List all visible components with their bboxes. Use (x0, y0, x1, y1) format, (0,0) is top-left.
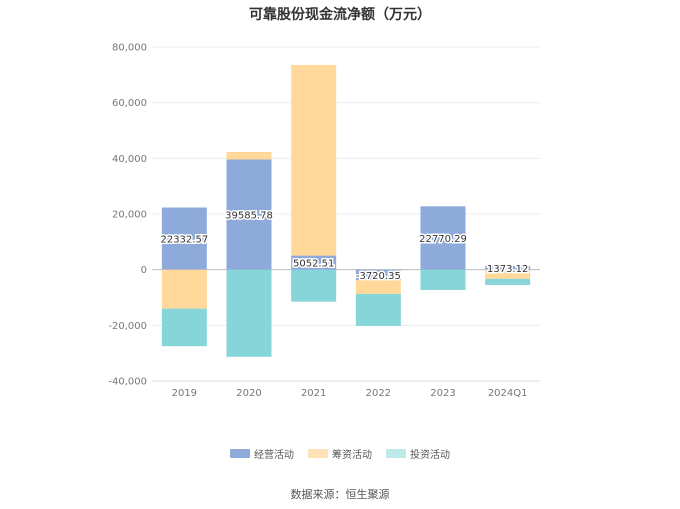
data-label: 22770.29 (419, 234, 467, 245)
bar-operating (420, 206, 466, 270)
legend-item-financing[interactable]: 筹资活动 (308, 446, 372, 461)
x-tick-label: 2021 (301, 388, 326, 399)
data-label: 39585.78 (225, 211, 273, 222)
bar-investing (226, 269, 272, 357)
bar-investing (355, 293, 401, 326)
bar-operating (355, 269, 401, 281)
data-label: 22332.57 (160, 235, 208, 246)
legend-swatch-financing (308, 449, 328, 458)
axis-layer: 80,000 60,000 40,000 20,000 0 -20,000 -40,000 2… (108, 43, 540, 399)
x-tick-label: 2019 (172, 388, 197, 399)
legend-swatch-investing (386, 449, 406, 458)
y-tick-label: 40,000 (112, 154, 147, 165)
bar-financing (291, 64, 337, 256)
bar-operating (485, 265, 531, 270)
legend-label-investing: 投资活动 (410, 450, 450, 461)
legend: 经营活动 筹资活动 投资活动 (0, 446, 680, 461)
bar-investing (161, 308, 207, 347)
bar-investing (420, 269, 466, 290)
legend-label-financing: 筹资活动 (332, 450, 372, 461)
y-tick-label: -20,000 (108, 321, 147, 332)
y-tick-label: -40,000 (108, 377, 147, 388)
bar-financing (355, 280, 401, 294)
legend-item-investing[interactable]: 投资活动 (386, 446, 450, 461)
bar-layer (161, 64, 531, 357)
chart-title: 可靠股份现金流净额（万元） (249, 7, 431, 23)
bar-investing (291, 269, 337, 302)
bar-operating (291, 255, 337, 270)
legend-label-operating: 经营活动 (254, 450, 294, 461)
y-tick-label: 80,000 (112, 43, 147, 54)
x-tick-label: 2023 (430, 388, 455, 399)
x-tick-label: 2024Q1 (488, 388, 528, 399)
bar-financing (161, 269, 207, 309)
legend-item-operating[interactable]: 经营活动 (230, 446, 294, 461)
y-tick-label: 20,000 (112, 210, 147, 221)
data-label-layer: 22332.57 39585.78 5052.51 -3720.35 22770.29 1… (159, 209, 530, 283)
x-tick-label: 2020 (236, 388, 261, 399)
y-tick-label: 0 (141, 265, 147, 276)
data-label: 5052.51 (293, 259, 334, 270)
legend-swatch-operating (230, 449, 250, 458)
data-label: -3720.35 (356, 271, 401, 282)
y-tick-label: 60,000 (112, 98, 147, 109)
bar-financing (485, 269, 531, 279)
grid-lines (152, 46, 540, 382)
bar-operating (226, 159, 272, 270)
bar-operating (161, 207, 207, 270)
x-tick-label: 2022 (366, 388, 391, 399)
data-label: 1373.12 (487, 264, 528, 275)
source-note: 数据来源：恒生聚源 (290, 488, 390, 501)
bar-investing (485, 278, 531, 285)
bar-financing (226, 151, 272, 160)
